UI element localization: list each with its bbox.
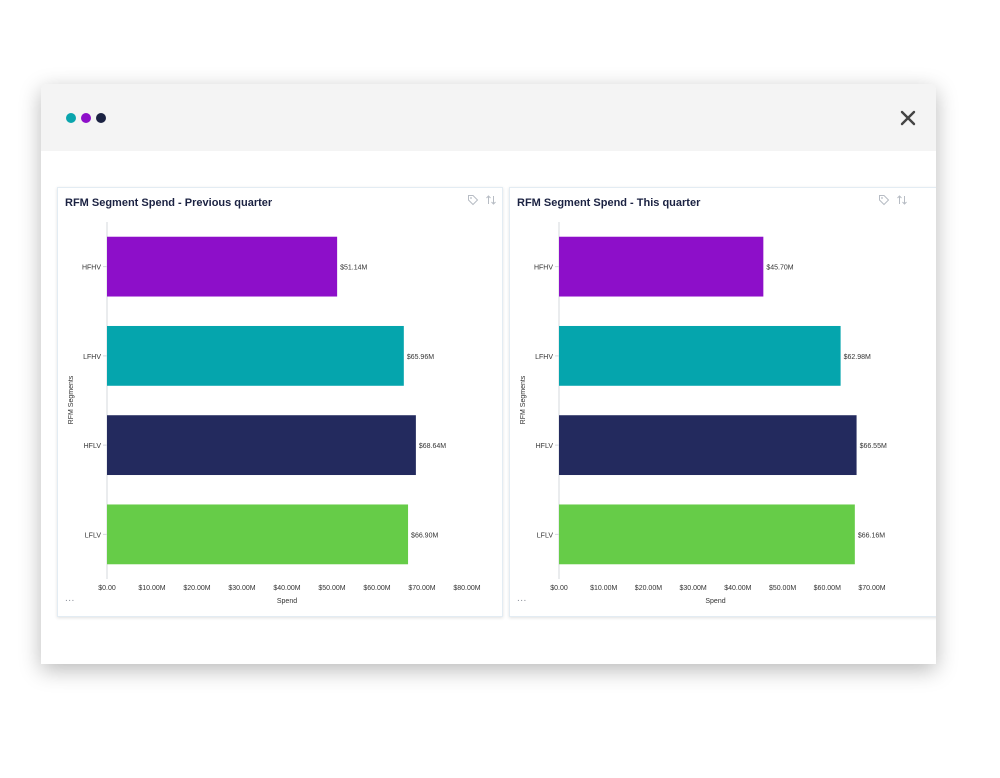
data-label: $45.70M [766,265,793,272]
category-label: LFHV [535,354,553,361]
more-options-button[interactable]: ... [517,593,527,604]
x-tick-label: $50.00M [318,585,345,592]
x-axis-title: Spend [705,598,725,605]
x-axis-title: Spend [277,598,297,605]
x-tick-label: $70.00M [408,585,435,592]
teal-dot [66,113,76,123]
category-label: HFHV [82,265,101,272]
y-axis-title: RFM Segments [520,375,527,424]
bar-chart: HFHV $51.14M LFHV $65.96M HFLV $68.64M LFLV $66… [68,222,481,605]
bar [559,415,857,476]
bar [107,325,404,386]
sort-icon[interactable] [896,194,908,206]
bar [559,504,855,565]
data-label: $66.90M [411,532,438,539]
data-label: $66.16M [858,532,885,539]
bar [559,236,764,297]
category-label: HFHV [534,265,553,272]
close-icon[interactable] [898,108,918,128]
bar [107,504,409,565]
x-tick-label: $10.00M [590,585,617,592]
tag-icon[interactable] [878,194,890,206]
chart-panel-this-quarter: RFM Segment Spend - This quarter HFHV $45… [509,187,936,617]
app-window: RFM Segment Spend - Previous quarter HFH… [41,84,936,664]
x-tick-label: $30.00M [680,585,707,592]
data-label: $66.55M [860,443,887,450]
category-label: HFLV [536,443,554,450]
x-tick-label: $20.00M [183,585,210,592]
x-tick-label: $70.00M [858,585,885,592]
x-tick-label: $20.00M [635,585,662,592]
x-tick-label: $0.00 [550,585,568,592]
x-tick-label: $40.00M [273,585,300,592]
x-tick-label: $0.00 [98,585,116,592]
x-tick-label: $60.00M [363,585,390,592]
bar [107,415,416,476]
x-tick-label: $30.00M [228,585,255,592]
data-label: $62.98M [844,354,871,361]
x-tick-label: $60.00M [814,585,841,592]
category-label: LFHV [83,354,101,361]
sort-icon[interactable] [485,194,497,206]
bar-chart: HFHV $45.70M LFHV $62.98M HFLV $66.55M LFLV $66… [520,222,887,605]
data-label: $65.96M [407,354,434,361]
navy-dot [96,113,106,123]
data-label: $51.14M [340,265,367,272]
bar [107,236,338,297]
x-tick-label: $40.00M [724,585,751,592]
data-label: $68.64M [419,443,446,450]
x-tick-label: $80.00M [453,585,480,592]
panel-title: RFM Segment Spend - Previous quarter [65,197,273,209]
chart-panel-previous-quarter: RFM Segment Spend - Previous quarter HFH… [57,187,503,617]
more-options-button[interactable]: ... [65,593,75,604]
tag-icon[interactable] [467,194,479,206]
panel-title: RFM Segment Spend - This quarter [517,197,701,209]
x-tick-label: $50.00M [769,585,796,592]
category-label: LFLV [85,532,102,539]
title-bar [41,84,936,151]
category-label: LFLV [537,532,554,539]
purple-dot [81,113,91,123]
x-tick-label: $10.00M [138,585,165,592]
bar [559,325,841,386]
category-label: HFLV [84,443,102,450]
y-axis-title: RFM Segments [68,375,75,424]
